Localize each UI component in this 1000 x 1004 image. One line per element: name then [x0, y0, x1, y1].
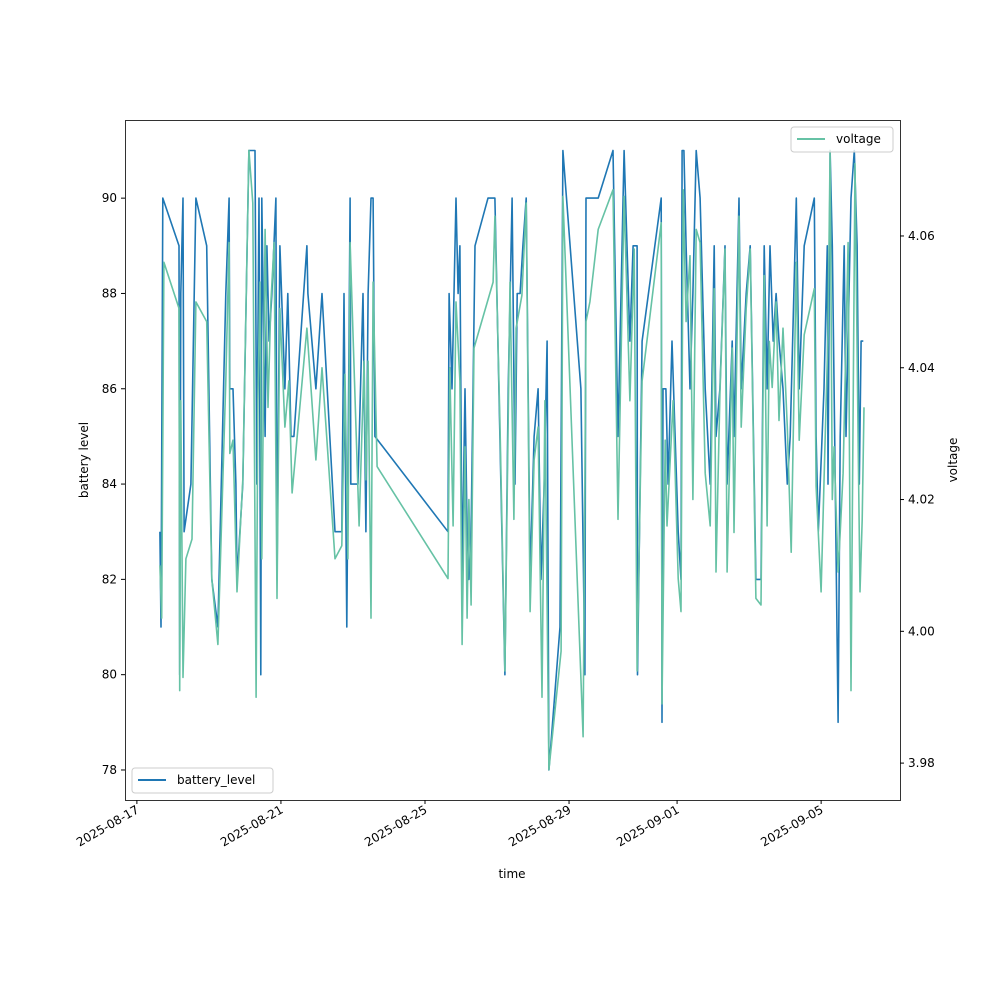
- legend-voltage: voltage: [790, 126, 894, 153]
- right-y-tick-label: 3.98: [908, 756, 935, 770]
- right-y-axis-ticks: 3.98 4.00 4.02 4.04 4.06: [900, 229, 935, 770]
- right-y-tick-label: 4.02: [908, 493, 935, 507]
- y-tick-label: 84: [102, 477, 117, 491]
- left-y-axis-label: battery level: [77, 422, 91, 498]
- right-y-axis-label: voltage: [946, 438, 960, 483]
- plot-frame: [125, 120, 901, 801]
- legend-box: [131, 767, 274, 794]
- left-y-axis-ticks: 78 80 82 84 86 88 90: [102, 191, 125, 777]
- plot-lines: [159, 149, 865, 771]
- y-tick-label: 82: [102, 572, 117, 586]
- series-line-voltage: [159, 149, 865, 771]
- right-y-tick-label: 4.06: [908, 229, 935, 243]
- right-y-tick-label: 4.00: [908, 624, 935, 638]
- legend-battery-level: battery_level: [131, 767, 274, 794]
- y-tick-label: 90: [102, 191, 117, 205]
- y-tick-label: 88: [102, 286, 117, 300]
- legend-label-voltage: voltage: [836, 132, 881, 146]
- y-tick-label: 80: [102, 668, 117, 682]
- right-y-tick-label: 4.04: [908, 361, 935, 375]
- x-axis-label: time: [498, 867, 525, 881]
- legend-label-battery-level: battery_level: [177, 773, 255, 787]
- y-tick-label: 86: [102, 382, 117, 396]
- legend-box: [790, 126, 894, 153]
- y-tick-label: 78: [102, 763, 117, 777]
